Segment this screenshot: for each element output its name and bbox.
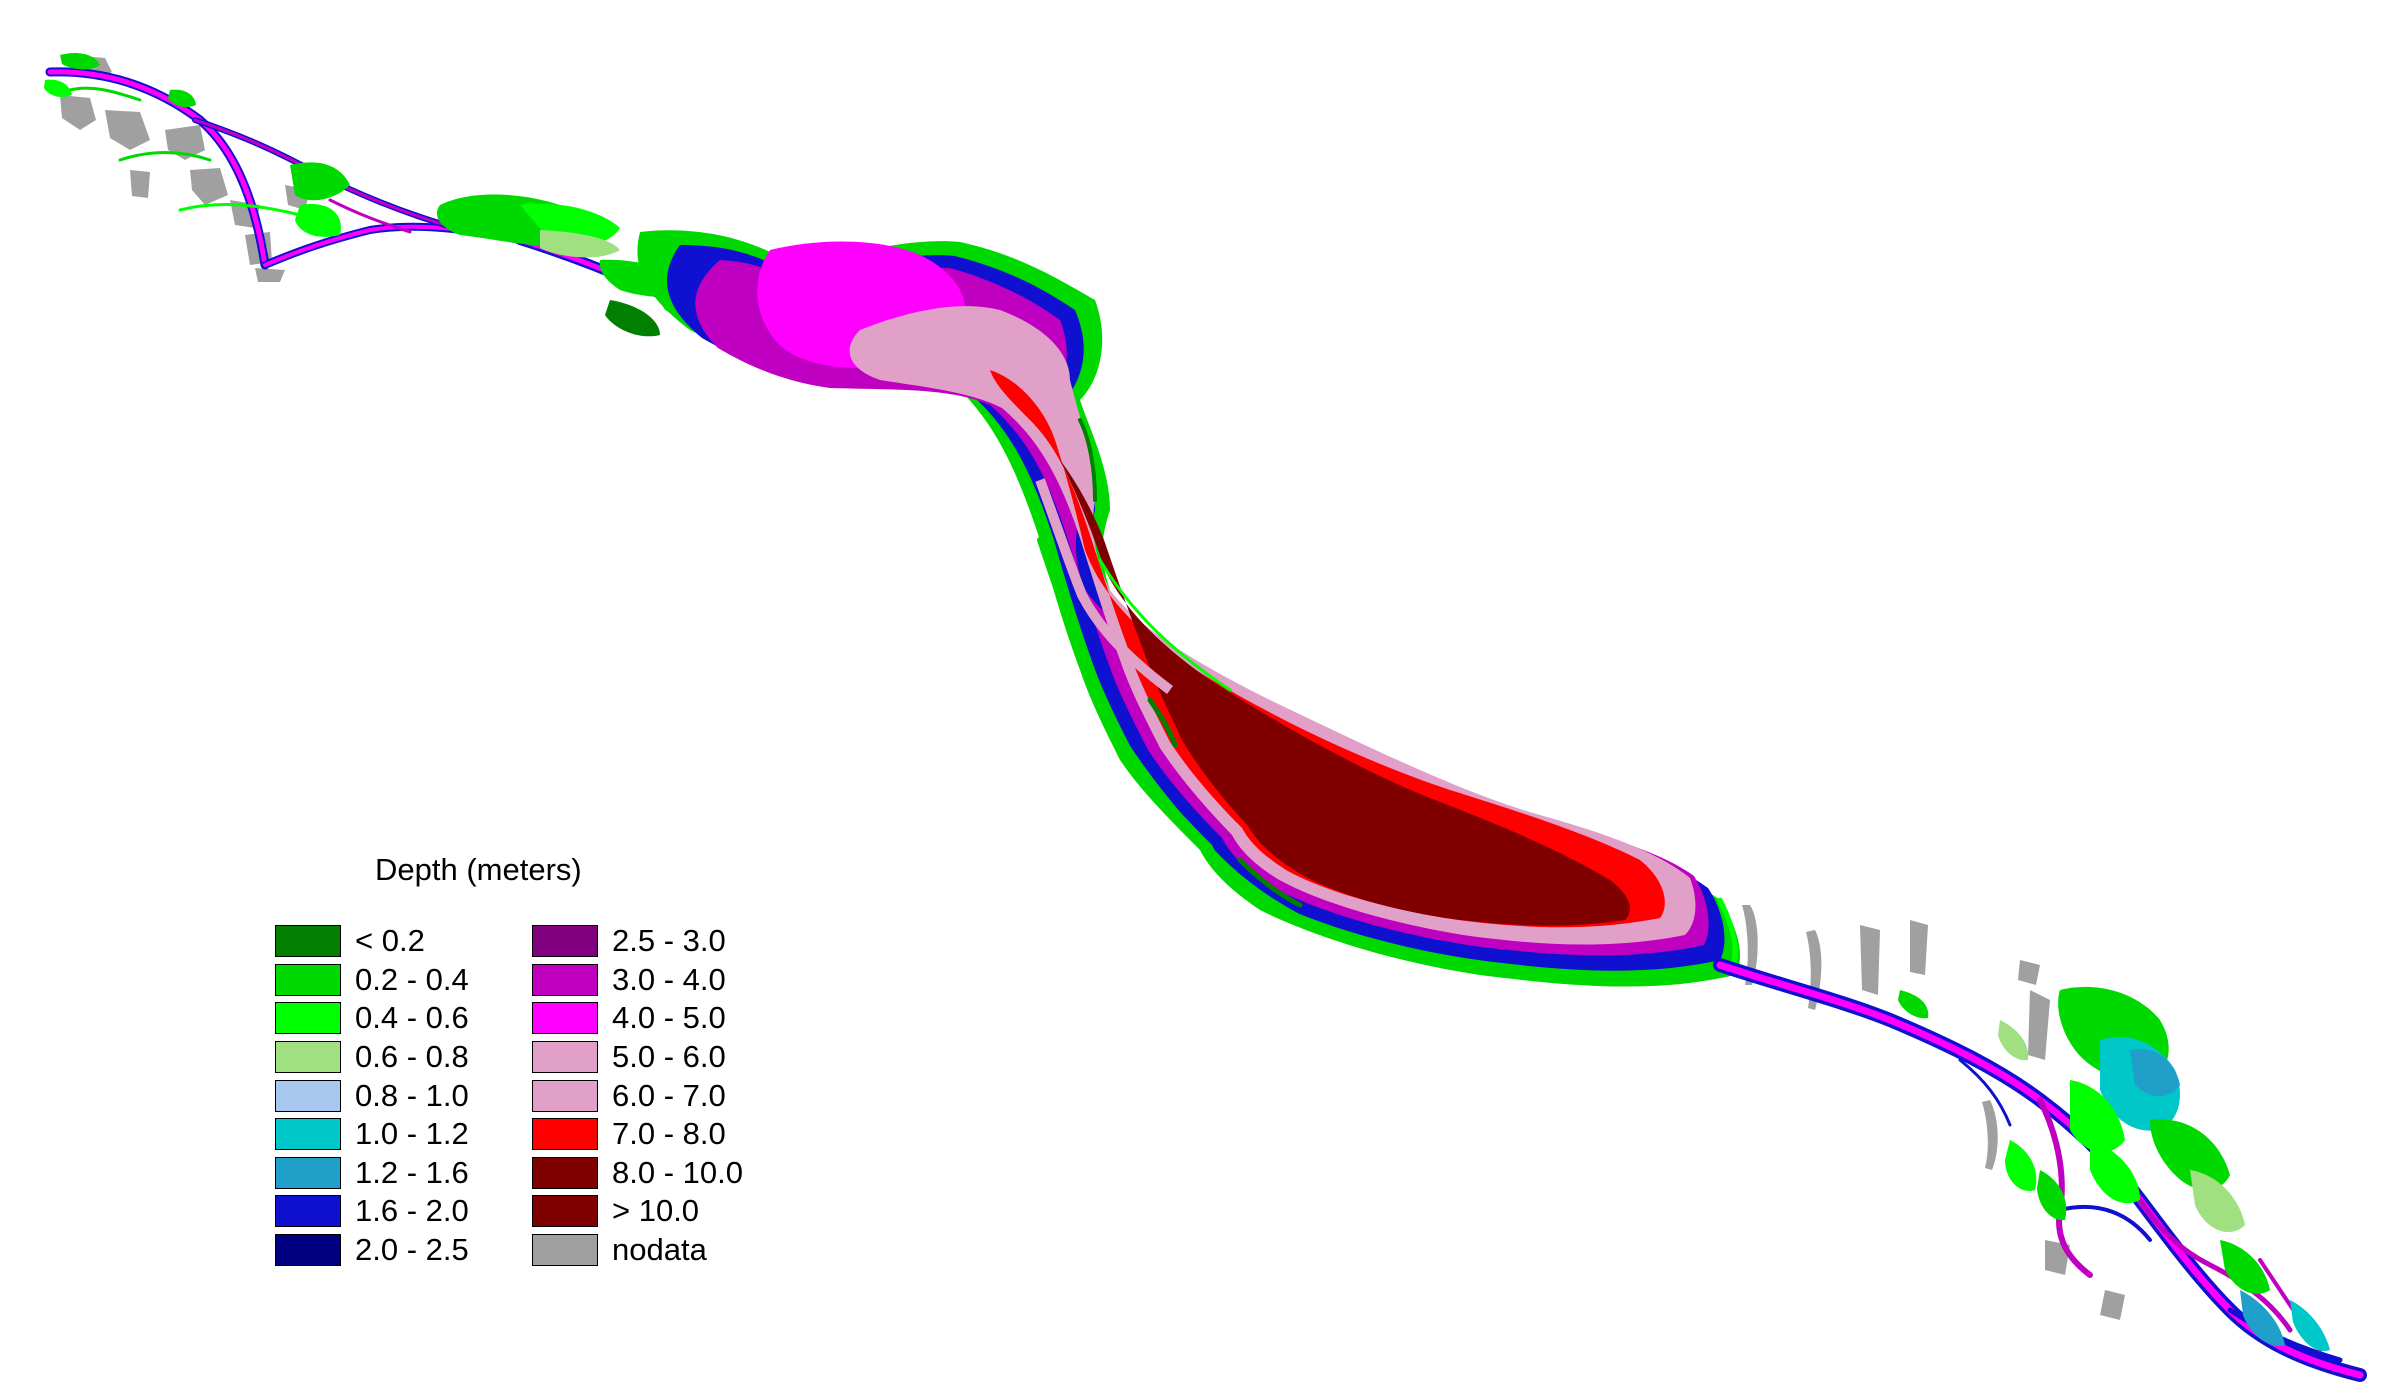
nodata-patches-upstream <box>60 55 310 282</box>
lake-depth-bands <box>637 230 1740 987</box>
legend-item: 8.0 - 10.0 <box>532 1154 743 1193</box>
legend-label: 8.0 - 10.0 <box>612 1154 743 1190</box>
legend-label: 1.6 - 2.0 <box>355 1193 469 1229</box>
legend-item: 1.0 - 1.2 <box>275 1115 469 1154</box>
legend-column-shallow: < 0.2 0.2 - 0.4 0.4 - 0.6 0.6 - 0.8 0.8 - 1.… <box>275 922 469 1269</box>
legend-label: 1.2 - 1.6 <box>355 1154 469 1190</box>
legend-swatch <box>532 1002 598 1035</box>
legend-item: 6.0 - 7.0 <box>532 1076 743 1115</box>
legend-item: 1.6 - 2.0 <box>275 1192 469 1231</box>
legend-title: Depth (meters) <box>375 852 582 887</box>
legend-label: 0.8 - 1.0 <box>355 1077 469 1113</box>
downstream-wetlands <box>1898 986 2330 1351</box>
legend-label: 0.4 - 0.6 <box>355 1000 469 1036</box>
lake-bank-fringe <box>1037 418 1738 975</box>
legend-label: > 10.0 <box>612 1193 700 1229</box>
legend-label: < 0.2 <box>355 923 425 959</box>
legend-label: 4.0 - 5.0 <box>612 1000 726 1036</box>
legend-item: 0.8 - 1.0 <box>275 1076 469 1115</box>
legend-label: 2.0 - 2.5 <box>355 1232 469 1268</box>
legend-swatch <box>275 1118 341 1151</box>
nodata-patches-downstream <box>1742 905 2125 1320</box>
legend-swatch <box>532 1118 598 1151</box>
depth-legend: Depth (meters) < 0.2 0.2 - 0.4 0.4 - 0.6 0.… <box>275 852 795 1282</box>
legend-swatch <box>532 1234 598 1267</box>
legend-swatch <box>532 925 598 958</box>
legend-item: 0.6 - 0.8 <box>275 1038 469 1077</box>
legend-item: 2.0 - 2.5 <box>275 1231 469 1270</box>
legend-label: 5.0 - 6.0 <box>612 1039 726 1075</box>
legend-label: 7.0 - 8.0 <box>612 1116 726 1152</box>
legend-swatch <box>532 1079 598 1112</box>
legend-swatch <box>275 1079 341 1112</box>
legend-item: 0.4 - 0.6 <box>275 999 469 1038</box>
legend-swatch <box>275 963 341 996</box>
legend-item: 1.2 - 1.6 <box>275 1154 469 1193</box>
legend-swatch <box>532 1041 598 1074</box>
legend-column-deep: 2.5 - 3.0 3.0 - 4.0 4.0 - 5.0 5.0 - 6.0 6.0 … <box>532 922 743 1269</box>
legend-swatch <box>275 1234 341 1267</box>
legend-item: nodata <box>532 1231 743 1270</box>
legend-item: 0.2 - 0.4 <box>275 961 469 1000</box>
legend-swatch <box>275 925 341 958</box>
upstream-tip-wetlands <box>44 53 196 108</box>
legend-item: < 0.2 <box>275 922 469 961</box>
legend-label: 0.6 - 0.8 <box>355 1039 469 1075</box>
legend-label: 6.0 - 7.0 <box>612 1077 726 1113</box>
legend-swatch <box>275 1002 341 1035</box>
legend-swatch <box>532 1195 598 1228</box>
legend-swatch <box>275 1041 341 1074</box>
legend-label: 3.0 - 4.0 <box>612 961 726 997</box>
legend-item: 5.0 - 6.0 <box>532 1038 743 1077</box>
legend-label: 2.5 - 3.0 <box>612 923 726 959</box>
legend-item: 4.0 - 5.0 <box>532 999 743 1038</box>
legend-label: 0.2 - 0.4 <box>355 961 469 997</box>
legend-item: 3.0 - 4.0 <box>532 961 743 1000</box>
legend-label: 1.0 - 1.2 <box>355 1116 469 1152</box>
legend-swatch <box>275 1195 341 1228</box>
legend-swatch <box>532 963 598 996</box>
legend-item: 7.0 - 8.0 <box>532 1115 743 1154</box>
legend-swatch <box>275 1156 341 1189</box>
legend-label: nodata <box>612 1232 707 1268</box>
legend-item: > 10.0 <box>532 1192 743 1231</box>
legend-item: 2.5 - 3.0 <box>532 922 743 961</box>
legend-swatch <box>532 1156 598 1189</box>
